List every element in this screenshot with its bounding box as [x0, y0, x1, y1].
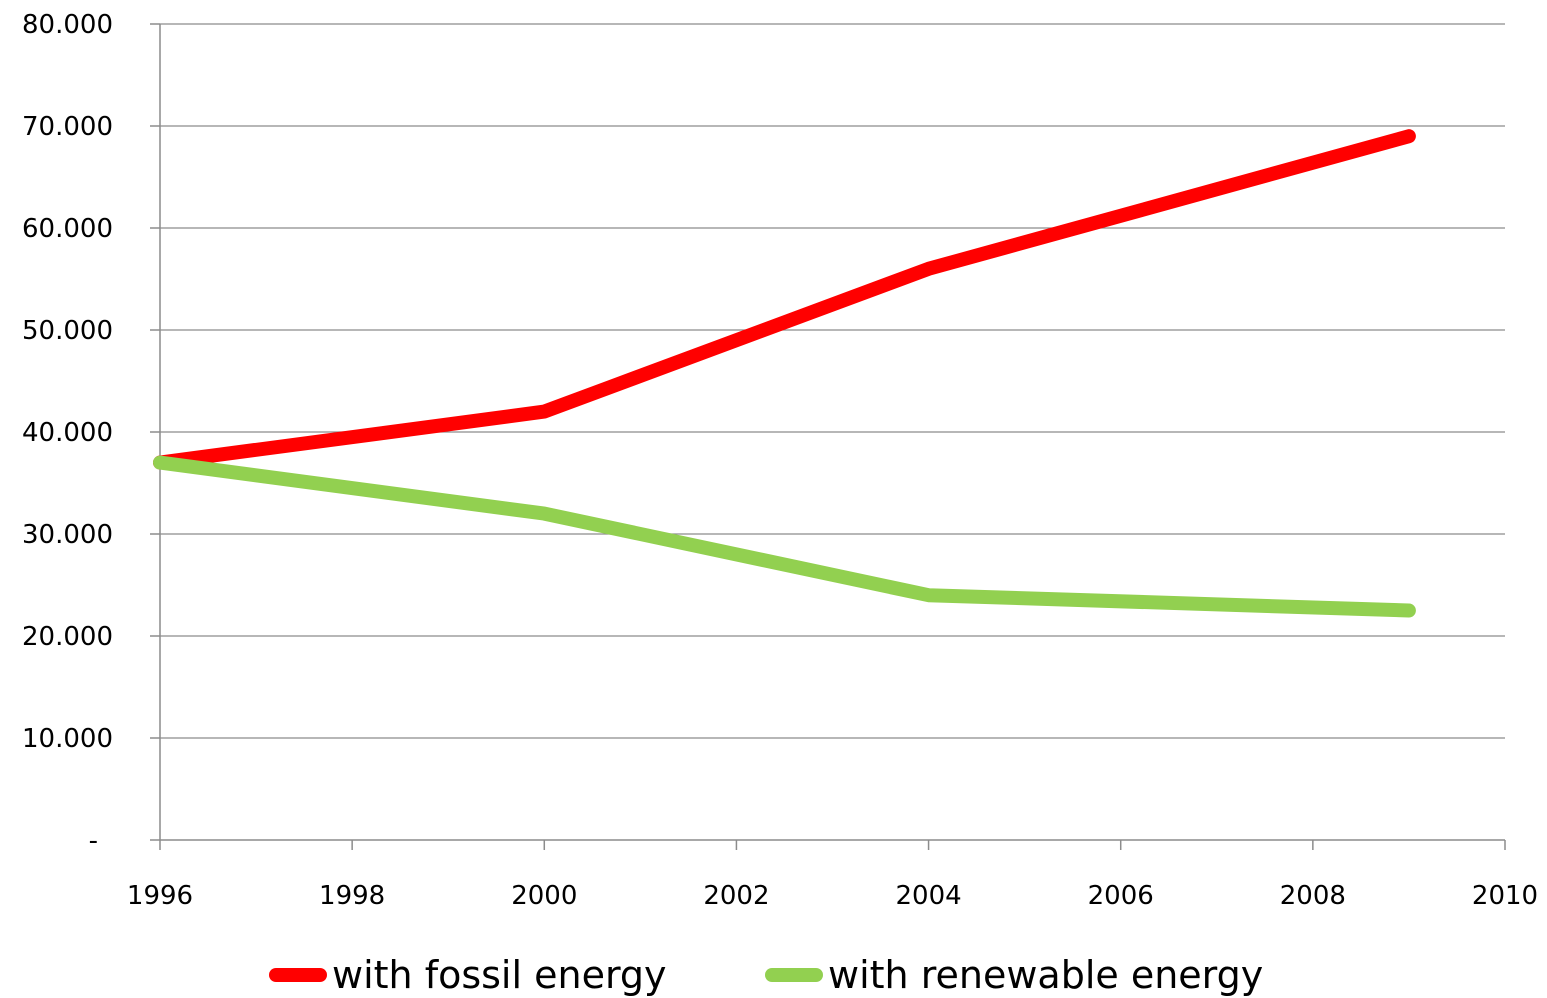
series-line-0 [153, 129, 1416, 470]
axes [150, 23, 1506, 850]
y-tick-label: 10.000 [22, 724, 113, 754]
legend-label-1: with renewable energy [828, 953, 1263, 997]
y-tick-label: 60.000 [22, 214, 113, 244]
legend: with fossil energy with renewable energy [269, 953, 1263, 997]
x-tick-label: 2002 [703, 881, 769, 911]
y-tick-label: 80.000 [22, 10, 113, 40]
x-tick-label: 1998 [319, 881, 385, 911]
gridlines [160, 23, 1505, 739]
series-line-1 [153, 455, 1416, 618]
y-tick-label: 70.000 [22, 112, 113, 142]
y-tick-label: 30.000 [22, 520, 113, 550]
x-tick-label: 2004 [895, 881, 961, 911]
x-tick-label: 2000 [511, 881, 577, 911]
y-tick-label: 20.000 [22, 622, 113, 652]
y-tick-labels: - 10.000 20.000 30.000 40.000 50.000 60.000 70.… [22, 10, 113, 856]
x-tick-label: 1996 [127, 881, 193, 911]
series-lines [153, 129, 1416, 618]
legend-label-0: with fossil energy [332, 953, 667, 997]
x-tick-label: 2010 [1472, 881, 1538, 911]
x-tick-labels: 1996 1998 2000 2002 2004 2006 2008 2010 [127, 881, 1538, 911]
y-tick-label: - [89, 826, 98, 856]
y-tick-label: 40.000 [22, 418, 113, 448]
y-tick-label: 50.000 [22, 316, 113, 346]
x-tick-label: 2006 [1088, 881, 1154, 911]
x-tick-label: 2008 [1280, 881, 1346, 911]
